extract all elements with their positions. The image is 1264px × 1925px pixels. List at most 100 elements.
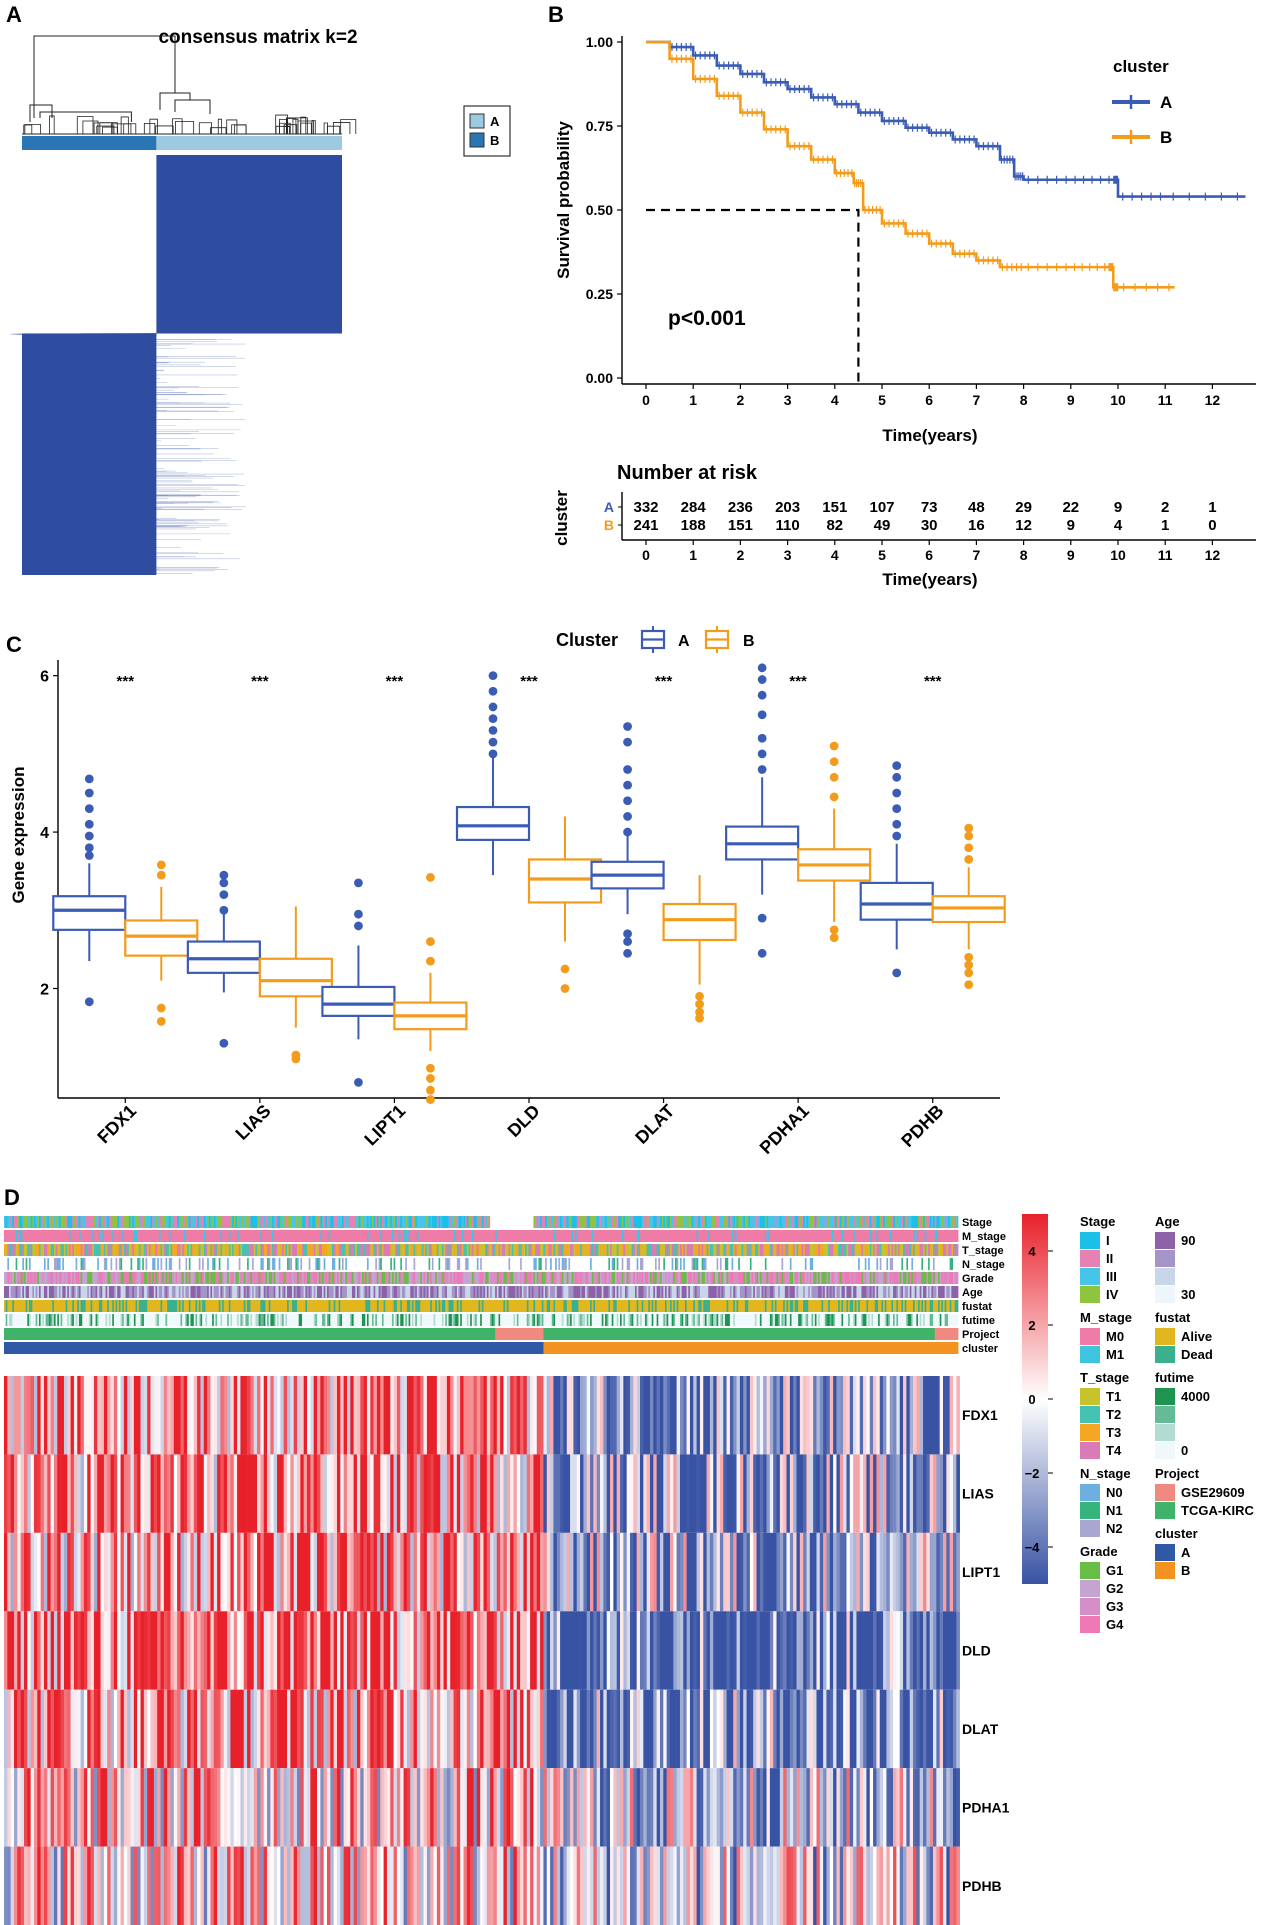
annotation-segment-futime [571, 1314, 574, 1326]
annotation-segment-t_stage [789, 1244, 792, 1256]
annotation-segment-stage [766, 1216, 769, 1228]
annotation-segment-n_stage [132, 1258, 138, 1270]
annotation-segment-stage [451, 1216, 454, 1228]
annotation-segment-n_stage [107, 1258, 111, 1270]
annotation-segment-grade [681, 1272, 688, 1284]
heatmap-cell [493, 1532, 498, 1612]
annotation-segment-grade [268, 1272, 273, 1284]
heatmap-cell [320, 1768, 324, 1847]
heatmap-cell [756, 1689, 761, 1769]
heatmap-cell [530, 1454, 534, 1533]
annotation-segment-age [280, 1286, 283, 1298]
annotation-segment-age [503, 1286, 506, 1298]
annotation-segment-grade [664, 1272, 668, 1284]
annotation-segment-m_stage [871, 1230, 877, 1242]
annotation-segment-futime [606, 1314, 609, 1326]
heatmap-cell [799, 1376, 804, 1455]
heatmap-cell [127, 1376, 131, 1455]
annotation-segment-t_stage [75, 1244, 81, 1256]
annotation-segment-t_stage [916, 1244, 919, 1256]
annotation-segment-t_stage [240, 1244, 243, 1256]
annotation-segment-grade [395, 1272, 398, 1284]
annotation-segment-age [220, 1286, 223, 1298]
annotation-segment-age [142, 1286, 145, 1298]
annotation-segment-grade [80, 1272, 83, 1284]
annotation-segment-age [375, 1286, 380, 1298]
heatmap-cell [83, 1376, 88, 1455]
annotation-segment-m_stage [185, 1230, 205, 1242]
annotation-segment-age [841, 1286, 846, 1298]
box-x-tick-label: LIPT1 [360, 1101, 409, 1150]
annotation-segment-age [871, 1286, 874, 1298]
heatmap-cell [916, 1611, 921, 1690]
heatmap-cell [247, 1532, 251, 1612]
annotation-segment-age [788, 1286, 791, 1298]
annotation-segment-m_stage [833, 1230, 842, 1242]
annotation-segment-fustat [694, 1300, 699, 1312]
heatmap-cell [133, 1689, 138, 1769]
heatmap-cell [293, 1376, 298, 1455]
annotation-segment-futime [658, 1314, 664, 1326]
heatmap-cell [336, 1376, 341, 1455]
risk-x-tick-label: 7 [973, 547, 981, 563]
heatmap-cell [483, 1768, 488, 1847]
annotation-segment-stage [58, 1216, 62, 1228]
heatmap-cell [150, 1532, 155, 1612]
annotation-segment-age [481, 1286, 484, 1298]
annotation-segment-stage [901, 1216, 904, 1228]
annotation-segment-age [638, 1286, 644, 1298]
heatmap-cell [217, 1532, 221, 1612]
annotation-segment-age [926, 1286, 929, 1298]
annotation-segment-grade [160, 1272, 163, 1284]
annotation-segment-futime [82, 1314, 90, 1326]
annotation-segment-age [496, 1286, 499, 1298]
annotation-segment-age [681, 1286, 688, 1298]
annotation-segment-t_stage [668, 1244, 671, 1256]
annotation-segment-t_stage [410, 1244, 414, 1256]
annotation-segment-m_stage [103, 1230, 113, 1242]
box-outlier [156, 860, 166, 870]
box-outlier [354, 921, 363, 931]
annotation-segment-age [25, 1286, 30, 1298]
annotation-segment-m_stage [876, 1230, 879, 1242]
annotation-segment-futime [398, 1314, 401, 1326]
heatmap-cell [853, 1689, 857, 1769]
heatmap-cell [863, 1454, 867, 1533]
heatmap-cell [596, 1376, 601, 1455]
annotation-segment-t_stage [601, 1244, 604, 1256]
annotation-segment-grade [42, 1272, 45, 1284]
annotation-segment-fustat [162, 1300, 168, 1312]
annotation-segment-futime [535, 1314, 538, 1326]
annotation-segment-fustat [651, 1300, 654, 1312]
annotation-segment-t_stage [495, 1244, 498, 1256]
heatmap-cell [233, 1768, 238, 1847]
annotation-segment-grade [719, 1272, 722, 1284]
box-outlier [84, 997, 94, 1007]
heatmap-cell [903, 1611, 907, 1690]
annotation-segment-grade [916, 1272, 922, 1284]
annotation-segment-stage [871, 1216, 874, 1228]
annotation-segment-stage [120, 1216, 125, 1228]
annotation-segment-fustat [385, 1300, 394, 1312]
annotation-segment-grade [934, 1272, 937, 1284]
heatmap-cell [863, 1611, 867, 1690]
annotation-segment-age [175, 1286, 180, 1298]
annotation-segment-n_stage [684, 1258, 693, 1270]
heatmap-cell [643, 1532, 647, 1612]
heatmap-cell [100, 1376, 105, 1455]
annotation-segment-futime [853, 1314, 856, 1326]
heatmap-cell [723, 1376, 727, 1455]
annotation-segment-grade [903, 1272, 907, 1284]
heatmap-cell [859, 1376, 864, 1455]
annotation-segment-fustat [678, 1300, 686, 1312]
heatmap-cell [743, 1454, 747, 1533]
heatmap-cell [7, 1376, 11, 1455]
annotation-segment-n_stage [298, 1258, 301, 1270]
annotation-segment-age [255, 1286, 260, 1298]
heatmap-cell [596, 1611, 601, 1690]
heatmap-cell [170, 1376, 175, 1455]
annotation-segment-m_stage [733, 1230, 736, 1242]
annotation-segment-n_stage [17, 1258, 23, 1270]
annotation-segment-grade [115, 1272, 118, 1284]
heatmap-cell [317, 1376, 321, 1455]
